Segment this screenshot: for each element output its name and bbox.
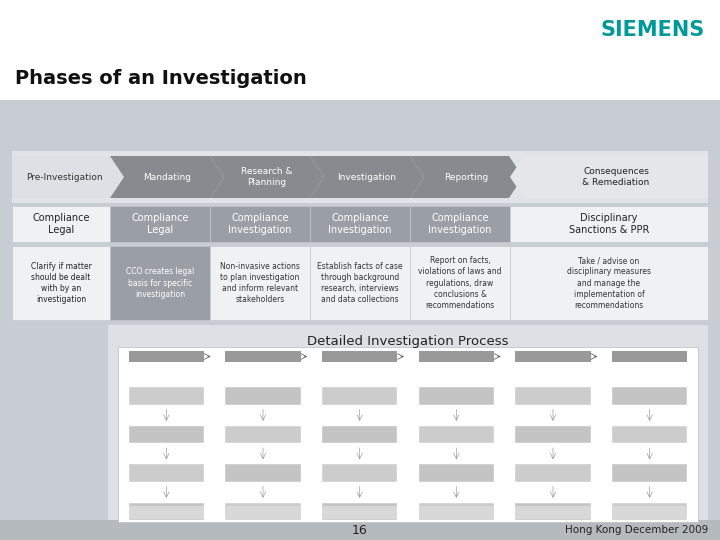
FancyBboxPatch shape: [225, 505, 301, 519]
FancyBboxPatch shape: [612, 464, 688, 482]
FancyBboxPatch shape: [516, 503, 590, 520]
FancyBboxPatch shape: [418, 503, 494, 520]
FancyBboxPatch shape: [129, 426, 204, 443]
Text: Compliance
Legal: Compliance Legal: [32, 213, 90, 235]
FancyBboxPatch shape: [12, 151, 708, 203]
FancyBboxPatch shape: [418, 426, 494, 443]
Text: Consequences
& Remediation: Consequences & Remediation: [582, 167, 649, 187]
Polygon shape: [410, 156, 523, 198]
Text: Pre-Investigation: Pre-Investigation: [26, 172, 103, 181]
Polygon shape: [210, 156, 324, 198]
FancyBboxPatch shape: [129, 387, 204, 404]
FancyBboxPatch shape: [322, 351, 397, 362]
FancyBboxPatch shape: [310, 246, 410, 320]
FancyBboxPatch shape: [516, 387, 590, 404]
Text: Compliance
Investigation: Compliance Investigation: [428, 213, 492, 235]
FancyBboxPatch shape: [225, 387, 301, 404]
Text: Disciplinary
Sanctions & PPR: Disciplinary Sanctions & PPR: [569, 213, 649, 235]
FancyBboxPatch shape: [516, 464, 590, 482]
FancyBboxPatch shape: [225, 503, 301, 520]
Text: SIEMENS: SIEMENS: [600, 20, 705, 40]
FancyBboxPatch shape: [322, 503, 397, 520]
FancyBboxPatch shape: [225, 351, 301, 362]
FancyBboxPatch shape: [516, 426, 590, 443]
FancyBboxPatch shape: [225, 464, 301, 482]
FancyBboxPatch shape: [12, 206, 110, 242]
FancyBboxPatch shape: [118, 347, 698, 522]
Text: CCO creates legal
basis for specific
investigation: CCO creates legal basis for specific inv…: [126, 267, 194, 299]
FancyBboxPatch shape: [410, 206, 510, 242]
FancyBboxPatch shape: [129, 503, 204, 520]
FancyBboxPatch shape: [418, 505, 494, 519]
Text: Compliance
Legal: Compliance Legal: [131, 213, 189, 235]
FancyBboxPatch shape: [418, 387, 494, 404]
Text: Non-invasive actions
to plan investigation
and inform relevant
stakeholders: Non-invasive actions to plan investigati…: [220, 262, 300, 304]
FancyBboxPatch shape: [0, 520, 720, 540]
Text: Investigation: Investigation: [338, 172, 397, 181]
Text: Compliance
Investigation: Compliance Investigation: [228, 213, 292, 235]
FancyBboxPatch shape: [612, 503, 688, 520]
FancyBboxPatch shape: [612, 505, 688, 519]
Text: 16: 16: [352, 523, 368, 537]
FancyBboxPatch shape: [12, 246, 110, 320]
FancyBboxPatch shape: [210, 246, 310, 320]
FancyBboxPatch shape: [322, 464, 397, 482]
Text: Compliance
Investigation: Compliance Investigation: [328, 213, 392, 235]
FancyBboxPatch shape: [516, 351, 590, 362]
Text: Mandating: Mandating: [143, 172, 191, 181]
Text: Hong Kong December 2009: Hong Kong December 2009: [564, 525, 708, 535]
FancyBboxPatch shape: [418, 464, 494, 482]
FancyBboxPatch shape: [612, 387, 688, 404]
Text: Take / advise on
disciplinary measures
and manage the
implementation of
recommen: Take / advise on disciplinary measures a…: [567, 256, 651, 310]
FancyBboxPatch shape: [510, 246, 708, 320]
Polygon shape: [110, 156, 224, 198]
FancyBboxPatch shape: [210, 206, 310, 242]
Text: Phases of an Investigation: Phases of an Investigation: [15, 69, 307, 87]
Text: Reporting: Reporting: [444, 172, 489, 181]
Polygon shape: [510, 156, 708, 198]
FancyBboxPatch shape: [510, 206, 708, 242]
Text: Report on facts,
violations of laws and
regulations, draw
conclusions &
recommen: Report on facts, violations of laws and …: [418, 256, 502, 310]
FancyBboxPatch shape: [418, 351, 494, 362]
FancyBboxPatch shape: [108, 325, 708, 530]
FancyBboxPatch shape: [410, 246, 510, 320]
FancyBboxPatch shape: [129, 505, 204, 519]
FancyBboxPatch shape: [129, 351, 204, 362]
Text: Clarify if matter
should be dealt
with by an
investigation: Clarify if matter should be dealt with b…: [30, 262, 91, 304]
FancyBboxPatch shape: [322, 387, 397, 404]
Text: Establish facts of case
through background
research, interviews
and data collect: Establish facts of case through backgrou…: [318, 262, 402, 304]
Polygon shape: [12, 156, 124, 198]
Text: Detailed Investigation Process: Detailed Investigation Process: [307, 335, 509, 348]
FancyBboxPatch shape: [612, 426, 688, 443]
FancyBboxPatch shape: [129, 464, 204, 482]
FancyBboxPatch shape: [225, 426, 301, 443]
FancyBboxPatch shape: [110, 206, 210, 242]
Polygon shape: [310, 156, 424, 198]
FancyBboxPatch shape: [322, 426, 397, 443]
FancyBboxPatch shape: [310, 206, 410, 242]
FancyBboxPatch shape: [0, 0, 720, 100]
Text: Research &
Planning: Research & Planning: [241, 167, 293, 187]
FancyBboxPatch shape: [612, 351, 688, 362]
FancyBboxPatch shape: [322, 505, 397, 519]
FancyBboxPatch shape: [110, 246, 210, 320]
FancyBboxPatch shape: [516, 505, 590, 519]
